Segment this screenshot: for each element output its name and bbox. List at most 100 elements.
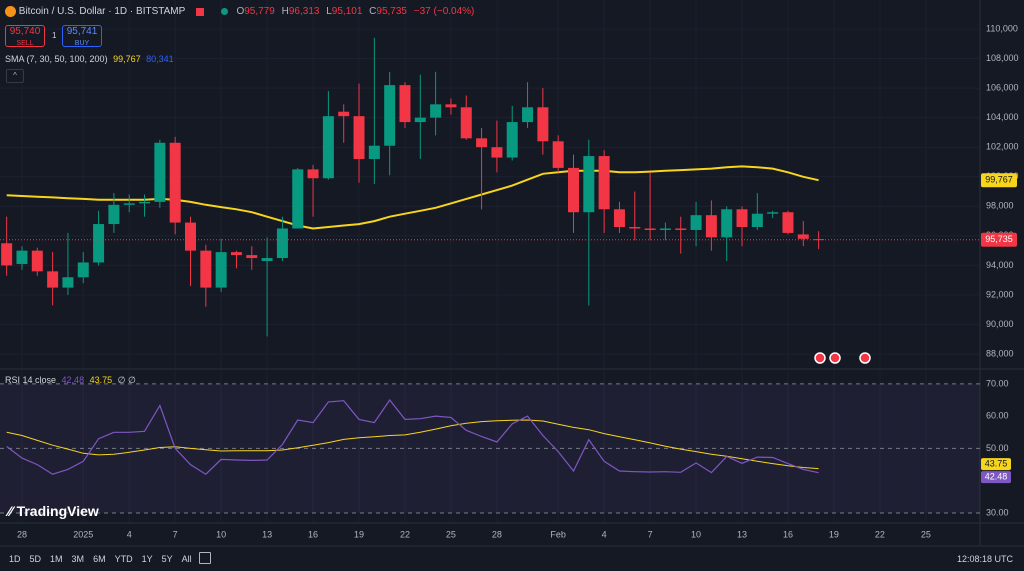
ohlc-key: L bbox=[326, 6, 332, 18]
y-tick-label: 106,000 bbox=[986, 82, 1019, 92]
price-badge bbox=[981, 232, 1017, 247]
range-button[interactable]: 1Y bbox=[141, 554, 153, 564]
y-tick-label: 108,000 bbox=[986, 53, 1019, 63]
range-button[interactable]: 5D bbox=[29, 554, 42, 564]
rsi-line bbox=[6, 419, 819, 470]
candle-body bbox=[797, 234, 809, 239]
candle-body bbox=[476, 138, 488, 148]
symbol-header: Bitcoin / U.S. Dollar · 1D · BITSTAMP O9… bbox=[5, 6, 474, 17]
candle-body bbox=[292, 169, 304, 229]
candle-body bbox=[598, 156, 610, 210]
candle-body bbox=[537, 107, 549, 142]
candle-body bbox=[705, 215, 717, 238]
candle-body bbox=[200, 250, 212, 288]
x-tick-label: 13 bbox=[737, 529, 747, 539]
range-button[interactable]: All bbox=[181, 554, 192, 564]
candle-body bbox=[261, 258, 273, 261]
ohlc-key: H bbox=[281, 6, 289, 18]
candle-body bbox=[185, 222, 196, 251]
rsi-badge-label: 43.75 bbox=[985, 459, 1008, 469]
btc-icon bbox=[5, 6, 16, 17]
rsi-value: 42.48 bbox=[61, 375, 85, 385]
y-tick-label: 98,000 bbox=[986, 201, 1014, 211]
range-button[interactable]: 1M bbox=[50, 554, 63, 564]
candle-body bbox=[154, 142, 166, 202]
x-tick-label: Feb bbox=[550, 529, 566, 539]
sell-label: SELL bbox=[16, 40, 34, 47]
candle-body bbox=[568, 167, 579, 213]
range-button[interactable]: YTD bbox=[114, 554, 133, 564]
x-tick-label: 28 bbox=[492, 529, 502, 539]
candle-body bbox=[445, 104, 457, 108]
candle-body bbox=[1, 243, 13, 266]
candle-body bbox=[552, 141, 564, 168]
candle-body bbox=[767, 212, 779, 214]
price-badge bbox=[981, 173, 1017, 188]
x-tick-label: 22 bbox=[875, 529, 885, 539]
range-toolbar: 1D 5D 1M 3M 6M YTD 1Y 5Y All bbox=[9, 554, 201, 564]
x-tick-label: 4 bbox=[602, 529, 607, 539]
rsi-badge bbox=[981, 471, 1011, 484]
candle-body bbox=[31, 250, 43, 272]
x-tick-label: 16 bbox=[308, 529, 318, 539]
candle-body bbox=[276, 228, 288, 259]
rsi-badge bbox=[981, 458, 1011, 471]
ohlc-value: 95,779 bbox=[244, 6, 275, 18]
event-icon bbox=[814, 352, 826, 364]
x-tick-label: 2025 bbox=[73, 529, 93, 539]
candle-body bbox=[93, 224, 105, 263]
sma-legend: SMA (7, 30, 50, 100, 200) 99,767 80,341 bbox=[5, 54, 174, 64]
candle-body bbox=[139, 201, 151, 204]
candle-body bbox=[751, 213, 763, 228]
range-button[interactable]: 1D bbox=[9, 554, 21, 564]
candle-body bbox=[491, 147, 503, 158]
candle-body bbox=[230, 252, 242, 256]
logo[interactable]: ⁄⁄ TradingView bbox=[8, 503, 99, 519]
candle-body bbox=[613, 209, 625, 228]
y-tick-label: 102,000 bbox=[986, 142, 1019, 152]
candle-body bbox=[47, 271, 59, 288]
candle-body bbox=[307, 169, 319, 179]
candle-body bbox=[384, 85, 396, 146]
sma-name: SMA (7, 30, 50, 100, 200) bbox=[5, 54, 108, 64]
logo-text: TradingView bbox=[16, 503, 99, 519]
candle-body bbox=[460, 107, 472, 139]
buy-price: 95,741 bbox=[66, 26, 98, 37]
x-tick-label: 28 bbox=[17, 529, 27, 539]
y-tick-label: 88,000 bbox=[986, 348, 1014, 358]
y-tick-label: 94,000 bbox=[986, 260, 1014, 270]
candle-body bbox=[721, 209, 733, 238]
range-button[interactable]: 3M bbox=[71, 554, 85, 564]
candle-body bbox=[690, 215, 702, 230]
collapse-button[interactable]: ^ bbox=[6, 69, 24, 83]
ohlc-key: O bbox=[236, 6, 245, 18]
x-tick-label: 22 bbox=[400, 529, 410, 539]
ohlc-key: C bbox=[369, 6, 377, 18]
sell-button[interactable]: 95,740 SELL bbox=[5, 25, 45, 47]
change: −37 (−0.04%) bbox=[413, 6, 475, 18]
x-tick-label: 7 bbox=[648, 529, 653, 539]
flag-icon[interactable] bbox=[195, 7, 204, 16]
rsi-title: RSI 14 close bbox=[5, 375, 57, 385]
sma-value: 80,341 bbox=[146, 54, 174, 64]
x-tick-label: 16 bbox=[783, 529, 793, 539]
x-tick-label: 25 bbox=[921, 529, 931, 539]
range-button[interactable]: 5Y bbox=[161, 554, 173, 564]
candle-body bbox=[782, 212, 794, 233]
x-tick-label: 13 bbox=[262, 529, 272, 539]
candle-body bbox=[399, 85, 411, 123]
buy-button[interactable]: 95,741 BUY bbox=[62, 25, 102, 47]
x-tick-label: 10 bbox=[691, 529, 701, 539]
price-badge-label: 99,767 bbox=[985, 175, 1013, 185]
candle-body bbox=[77, 262, 89, 278]
rsi-ma-value: 43.75 bbox=[89, 375, 113, 385]
candle-body bbox=[659, 228, 671, 230]
y-tick-label: 30.00 bbox=[986, 507, 1009, 517]
candle-body bbox=[506, 122, 518, 158]
sma-line bbox=[6, 165, 819, 230]
range-button[interactable]: 6M bbox=[93, 554, 106, 564]
sell-price: 95,740 bbox=[9, 26, 41, 37]
spread: 1 bbox=[52, 31, 57, 40]
calendar-icon[interactable] bbox=[199, 552, 211, 564]
candle-body bbox=[813, 239, 825, 241]
